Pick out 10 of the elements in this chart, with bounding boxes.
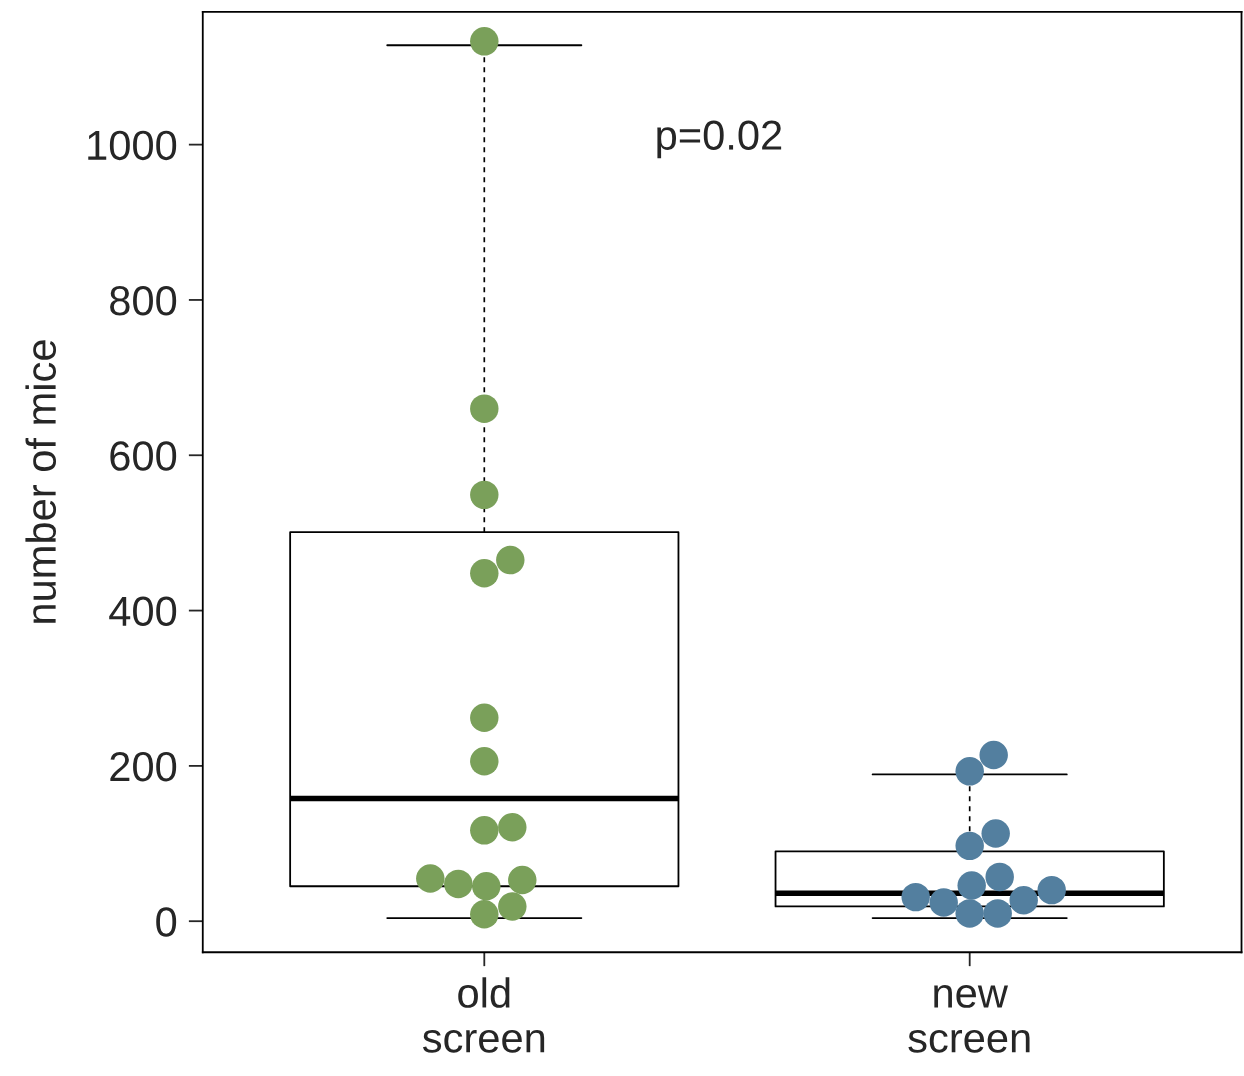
annotation: p=0.02 <box>657 120 782 159</box>
y-tick-label: 800 <box>110 285 177 316</box>
x-tick-label: new screen <box>908 985 1030 1053</box>
y-tick-label: 400 <box>109 596 177 627</box>
y-tick-label: 200 <box>110 751 177 782</box>
y-tick-label: 0 <box>156 907 177 937</box>
y-tick-label: 600 <box>110 441 177 471</box>
y-axis-title: number of mice <box>25 340 57 623</box>
x-tick-label: old screen <box>422 977 545 1053</box>
y-tick-label: 1000 <box>88 130 177 161</box>
